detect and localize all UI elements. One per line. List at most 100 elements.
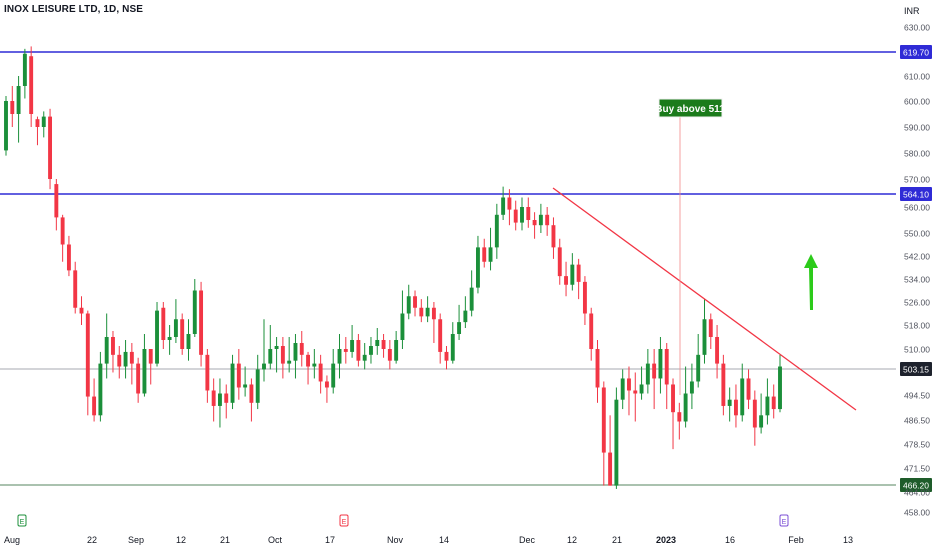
candle-body[interactable] bbox=[104, 337, 109, 364]
candle-body[interactable] bbox=[614, 399, 619, 486]
candle-body[interactable] bbox=[589, 313, 594, 350]
candle-body[interactable] bbox=[677, 412, 682, 422]
candle-body[interactable] bbox=[54, 184, 59, 218]
earnings-event-icon[interactable] bbox=[17, 514, 27, 527]
candle-body[interactable] bbox=[173, 319, 178, 337]
candle-body[interactable] bbox=[627, 378, 631, 391]
candle-body[interactable] bbox=[230, 363, 235, 403]
candle-body[interactable] bbox=[444, 351, 449, 361]
candle-body[interactable] bbox=[400, 313, 405, 341]
candle-body[interactable] bbox=[293, 343, 298, 361]
candle-body[interactable] bbox=[696, 354, 701, 382]
candle-body[interactable] bbox=[255, 369, 260, 403]
candle-body[interactable] bbox=[715, 337, 720, 364]
candle-body[interactable] bbox=[192, 290, 197, 335]
candle-body[interactable] bbox=[494, 214, 499, 248]
candle-body[interactable] bbox=[759, 415, 764, 428]
candle-body[interactable] bbox=[117, 354, 122, 367]
candle-body[interactable] bbox=[22, 53, 27, 86]
candle-body[interactable] bbox=[274, 346, 279, 349]
candle-body[interactable] bbox=[520, 207, 524, 223]
candle-body[interactable] bbox=[765, 396, 770, 416]
candle-body[interactable] bbox=[306, 354, 310, 367]
candle-body[interactable] bbox=[582, 281, 587, 314]
candle-body[interactable] bbox=[356, 340, 361, 361]
candle-body[interactable] bbox=[287, 360, 292, 364]
candle-body[interactable] bbox=[180, 319, 185, 349]
candle-body[interactable] bbox=[419, 307, 424, 317]
candle-body[interactable] bbox=[236, 363, 241, 388]
candle-body[interactable] bbox=[148, 349, 153, 364]
candle-body[interactable] bbox=[381, 340, 386, 349]
annotation-label-box[interactable] bbox=[658, 98, 723, 118]
candle-body[interactable] bbox=[620, 378, 625, 400]
candle-body[interactable] bbox=[689, 381, 694, 394]
candle-body[interactable] bbox=[639, 384, 644, 394]
candle-body[interactable] bbox=[167, 337, 172, 340]
candle-body[interactable] bbox=[4, 101, 8, 151]
candle-body[interactable] bbox=[771, 396, 776, 410]
resistance-trendline[interactable] bbox=[552, 187, 857, 411]
candle-body[interactable] bbox=[337, 349, 342, 364]
candle-body[interactable] bbox=[457, 322, 462, 334]
earnings-event-icon[interactable] bbox=[779, 514, 789, 527]
candle-body[interactable] bbox=[413, 296, 417, 308]
candle-body[interactable] bbox=[66, 244, 71, 271]
candle-body[interactable] bbox=[60, 217, 65, 245]
candle-body[interactable] bbox=[702, 319, 707, 355]
candle-body[interactable] bbox=[545, 214, 550, 226]
candle-body[interactable] bbox=[394, 340, 399, 361]
candle-body[interactable] bbox=[557, 247, 562, 277]
candle-body[interactable] bbox=[778, 366, 782, 410]
candle-body[interactable] bbox=[331, 363, 336, 388]
candle-body[interactable] bbox=[406, 296, 411, 314]
candle-body[interactable] bbox=[664, 349, 669, 385]
candle-body[interactable] bbox=[268, 349, 273, 364]
candle-body[interactable] bbox=[438, 319, 443, 352]
candle-body[interactable] bbox=[123, 351, 128, 367]
candle-body[interactable] bbox=[425, 307, 430, 317]
candle-body[interactable] bbox=[752, 399, 757, 428]
candle-body[interactable] bbox=[721, 363, 726, 406]
candle-body[interactable] bbox=[551, 225, 556, 248]
candle-body[interactable] bbox=[142, 349, 147, 394]
candle-body[interactable] bbox=[249, 384, 254, 403]
candle-body[interactable] bbox=[658, 349, 663, 379]
candle-body[interactable] bbox=[387, 349, 392, 361]
candle-body[interactable] bbox=[16, 86, 21, 114]
candle-body[interactable] bbox=[155, 310, 159, 364]
candle-body[interactable] bbox=[538, 214, 543, 226]
candle-body[interactable] bbox=[595, 349, 600, 388]
candle-body[interactable] bbox=[280, 346, 285, 364]
candle-body[interactable] bbox=[708, 319, 713, 337]
candle-body[interactable] bbox=[199, 290, 204, 355]
candle-body[interactable] bbox=[205, 354, 210, 391]
candle-body[interactable] bbox=[482, 247, 487, 262]
candle-body[interactable] bbox=[262, 363, 266, 370]
candle-body[interactable] bbox=[186, 334, 191, 349]
candle-body[interactable] bbox=[532, 220, 537, 226]
candle-body[interactable] bbox=[318, 363, 323, 382]
candle-body[interactable] bbox=[633, 390, 638, 394]
candle-body[interactable] bbox=[431, 307, 436, 320]
earnings-event-icon[interactable] bbox=[339, 514, 349, 527]
candle-body[interactable] bbox=[488, 247, 493, 262]
candle-body[interactable] bbox=[526, 207, 531, 220]
candle-body[interactable] bbox=[576, 264, 581, 282]
candle-body[interactable] bbox=[727, 399, 732, 406]
candle-body[interactable] bbox=[10, 101, 15, 114]
candle-body[interactable] bbox=[507, 197, 512, 210]
candle-body[interactable] bbox=[324, 381, 329, 388]
candle-body[interactable] bbox=[645, 363, 650, 385]
candle-body[interactable] bbox=[48, 116, 52, 179]
candle-body[interactable] bbox=[211, 390, 216, 406]
candle-body[interactable] bbox=[79, 307, 84, 314]
candle-body[interactable] bbox=[369, 346, 373, 355]
candle-body[interactable] bbox=[469, 287, 474, 311]
candle-body[interactable] bbox=[350, 340, 355, 352]
candle-body[interactable] bbox=[218, 393, 222, 406]
candle-body[interactable] bbox=[85, 313, 90, 397]
candle-body[interactable] bbox=[740, 378, 745, 416]
candle-body[interactable] bbox=[312, 363, 317, 367]
